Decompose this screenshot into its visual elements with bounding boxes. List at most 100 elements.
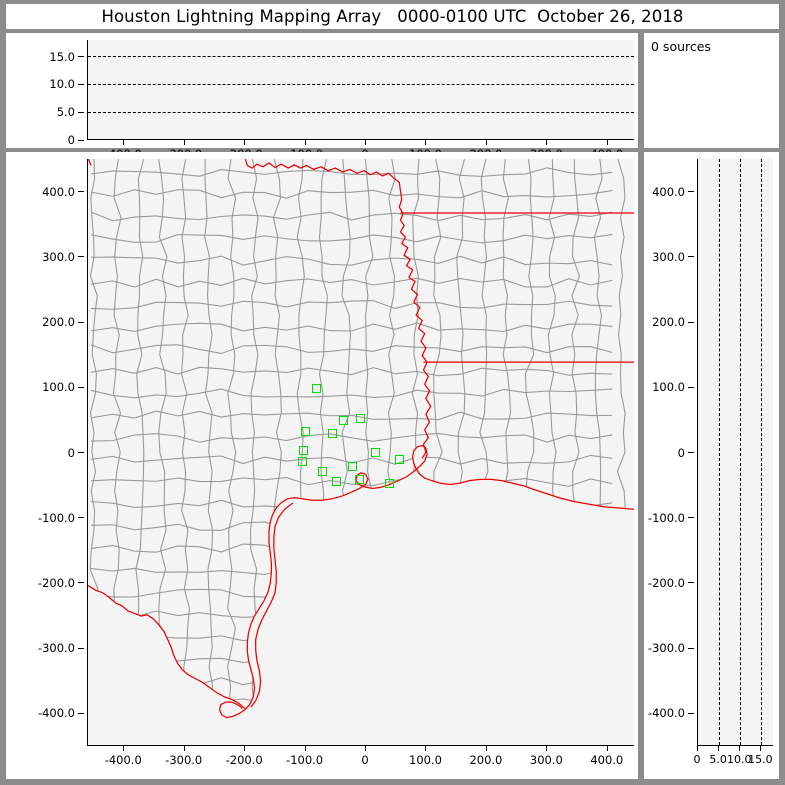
x-axis-tick-mark bbox=[718, 746, 720, 751]
county-border-path bbox=[180, 159, 190, 726]
sources-info-panel: 0 sources bbox=[644, 33, 779, 148]
top-panel-y-axis: 0 5.0 10.0 15.0 bbox=[6, 33, 84, 148]
x-axis-tick-mark bbox=[739, 746, 741, 751]
y-axis-tick-label: 5.0 bbox=[57, 105, 84, 119]
lightning-source-marker bbox=[298, 456, 308, 466]
map-plot-area[interactable] bbox=[87, 159, 634, 746]
county-border-path bbox=[90, 432, 613, 443]
x-axis-tick-label: 0 bbox=[693, 753, 701, 766]
height-vs-east-panel: 05.010.015.0 -400.0-300.0-200.0-100.0010… bbox=[6, 33, 638, 161]
county-border-path bbox=[90, 366, 613, 377]
state-border-path bbox=[398, 191, 432, 459]
county-border-path bbox=[90, 410, 613, 421]
x-axis-tick-label: -300.0 bbox=[165, 753, 203, 767]
y-axis-tick-label: 200.0 bbox=[652, 315, 694, 329]
x-axis-tick-mark bbox=[183, 746, 185, 751]
x-axis-tick-label: -100.0 bbox=[286, 753, 324, 767]
y-axis-tick-label: -400.0 bbox=[648, 706, 694, 720]
x-axis-tick-mark bbox=[606, 140, 608, 145]
state-border-path bbox=[250, 502, 294, 708]
state-border-path bbox=[88, 584, 246, 710]
x-axis-tick-label: 100.0 bbox=[409, 753, 442, 767]
y-axis-tick-label: -200.0 bbox=[38, 576, 84, 590]
y-axis-tick-label: 10.0 bbox=[49, 77, 84, 91]
county-border-path bbox=[90, 189, 613, 199]
gridline-vertical bbox=[718, 159, 720, 745]
x-axis-tick-mark bbox=[304, 140, 306, 145]
north-vs-height-panel: -400.0 -300.0 -200.0 -100.0 0 100.0 200.0 300.0… bbox=[644, 152, 779, 779]
x-axis-tick-mark bbox=[244, 746, 246, 751]
lightning-source-marker bbox=[300, 426, 310, 436]
lightning-source-marker bbox=[339, 416, 349, 426]
x-axis-tick-mark bbox=[244, 140, 246, 145]
x-axis-tick-mark bbox=[485, 746, 487, 751]
y-axis-tick-label: 200.0 bbox=[42, 315, 84, 329]
y-axis-tick-label: 300.0 bbox=[652, 250, 694, 264]
county-border-path bbox=[204, 159, 214, 726]
state-borders-layer bbox=[88, 159, 634, 719]
county-border-path bbox=[226, 159, 237, 726]
plan-view-map-panel: -400.0 -300.0 -200.0 -100.0 0 100.0 200.0 300.0… bbox=[6, 152, 638, 779]
lightning-source-marker bbox=[354, 475, 364, 485]
mexico-mask bbox=[88, 585, 243, 745]
y-axis-tick-label: 400.0 bbox=[652, 185, 694, 199]
gridline-horizontal bbox=[88, 111, 634, 113]
x-axis-tick-mark bbox=[697, 746, 698, 751]
x-axis-tick-mark bbox=[546, 746, 548, 751]
x-axis-tick-label: 10.0 bbox=[726, 753, 752, 766]
x-axis-tick-label: 400.0 bbox=[590, 753, 624, 767]
gridline-vertical bbox=[739, 159, 741, 745]
x-axis-tick-mark bbox=[365, 140, 367, 145]
x-axis-tick-mark bbox=[425, 746, 427, 751]
x-axis-tick-mark bbox=[485, 140, 487, 145]
top-panel-plot-area[interactable] bbox=[87, 40, 634, 140]
y-axis-tick-label: -100.0 bbox=[38, 511, 84, 525]
county-border-path bbox=[90, 388, 613, 399]
state-border-path bbox=[218, 444, 634, 719]
gridline-horizontal bbox=[88, 56, 634, 58]
county-border-path bbox=[90, 344, 613, 355]
county-border-path bbox=[90, 476, 613, 487]
y-axis-tick-label: -100.0 bbox=[648, 511, 694, 525]
x-axis-tick-label: 5.0 bbox=[709, 753, 727, 766]
y-axis-tick-label: -300.0 bbox=[38, 641, 84, 655]
x-axis-tick-mark bbox=[123, 746, 125, 751]
county-border-path bbox=[90, 255, 613, 266]
right-panel-y-axis: -400.0 -300.0 -200.0 -100.0 0 100.0 200.0 300.0… bbox=[644, 152, 694, 779]
y-axis-tick-label: 0 bbox=[68, 133, 84, 147]
x-axis-tick-mark bbox=[365, 746, 367, 751]
state-border-path bbox=[88, 159, 92, 166]
lightning-source-marker bbox=[384, 479, 394, 489]
x-axis-tick-mark bbox=[304, 746, 306, 751]
x-axis-tick-label: 0 bbox=[361, 753, 369, 767]
y-axis-tick-label: -300.0 bbox=[648, 641, 694, 655]
x-axis-tick-label: 300.0 bbox=[529, 753, 563, 767]
gridline-vertical bbox=[760, 159, 762, 745]
x-axis-tick-label: 200.0 bbox=[469, 753, 503, 767]
page-title: Houston Lightning Mapping Array 0000-010… bbox=[101, 7, 684, 26]
y-axis-tick-label: 100.0 bbox=[42, 380, 84, 394]
y-axis-tick-label: 300.0 bbox=[42, 250, 84, 264]
x-axis-tick-mark bbox=[760, 746, 762, 751]
y-axis-tick-label: 0 bbox=[678, 446, 694, 460]
y-axis-tick-label: 400.0 bbox=[42, 185, 84, 199]
lightning-source-marker bbox=[317, 467, 327, 477]
right-panel-plot-area[interactable] bbox=[697, 159, 773, 746]
y-axis-tick-label: 0 bbox=[68, 446, 84, 460]
lightning-source-marker bbox=[395, 454, 405, 464]
x-axis-tick-mark bbox=[123, 140, 125, 145]
x-axis-tick-label: -200.0 bbox=[225, 753, 263, 767]
county-border-path bbox=[90, 277, 613, 288]
lightning-source-marker bbox=[311, 384, 321, 394]
state-border-path bbox=[244, 159, 402, 192]
county-border-path bbox=[90, 322, 613, 333]
x-axis-tick-mark bbox=[425, 140, 427, 145]
county-border-path bbox=[90, 167, 613, 177]
source-count-label: 0 sources bbox=[651, 39, 711, 54]
lightning-source-marker bbox=[356, 413, 366, 423]
county-border-path bbox=[90, 211, 613, 222]
y-axis-tick-label: 15.0 bbox=[49, 50, 84, 64]
lightning-source-marker bbox=[332, 476, 342, 486]
y-axis-tick-label: -200.0 bbox=[648, 576, 694, 590]
